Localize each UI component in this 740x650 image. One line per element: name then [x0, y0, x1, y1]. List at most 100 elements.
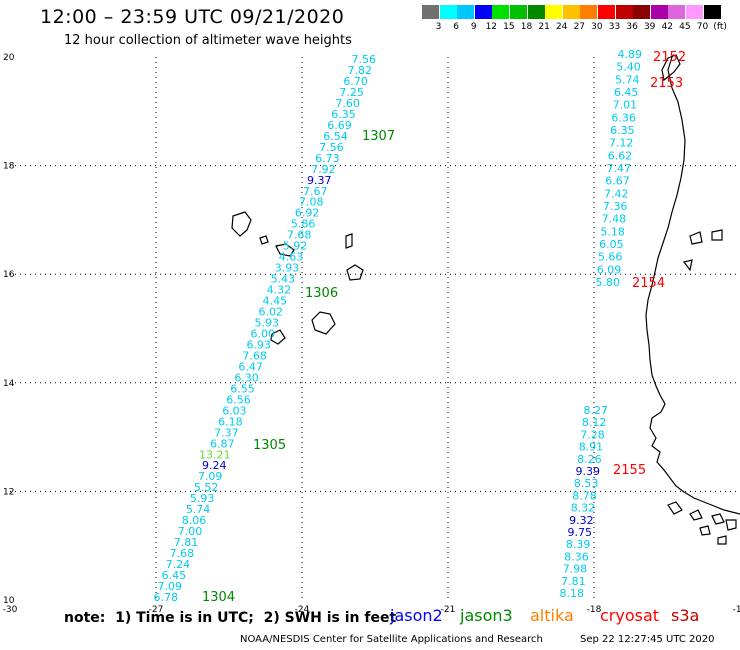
legend-swatch — [562, 5, 580, 19]
legend-label: 30 — [591, 22, 603, 32]
wave-height-value: 7.09 — [198, 470, 223, 483]
legend-label: 42 — [661, 22, 674, 32]
legend-swatch — [668, 5, 686, 19]
wave-height-value: 9.37 — [307, 174, 332, 187]
wave-height-value: 8.91 — [579, 441, 604, 454]
wave-height-value: 5.80 — [596, 276, 621, 289]
legend-swatch — [580, 5, 598, 19]
wave-height-value: 7.36 — [603, 200, 628, 213]
legend-label: 24 — [555, 22, 568, 32]
legend-swatch — [703, 5, 721, 19]
credit-line: NOAA/NESDIS Center for Satellite Applica… — [240, 634, 543, 645]
x-tick-label: -18 — [587, 605, 602, 615]
wave-height-value: 9.32 — [569, 514, 594, 527]
wave-height-value: 8.53 — [574, 477, 599, 490]
legend-label: 33 — [608, 22, 621, 32]
map-grid — [10, 57, 740, 600]
legend-label: 6 — [453, 22, 459, 32]
wave-height-value: 6.56 — [226, 393, 251, 406]
wave-height-value: 8.78 — [572, 489, 597, 502]
wave-height-value: 5.43 — [271, 273, 296, 286]
wave-height-value: 6.35 — [610, 124, 635, 137]
wave-height-value: 7.47 — [607, 162, 632, 175]
cape-verde-island — [345, 233, 353, 249]
track-id-label: 2152 — [653, 50, 686, 65]
y-tick-label: 18 — [3, 162, 15, 172]
legend-label: 15 — [503, 22, 515, 32]
wave-height-value: 7.56 — [319, 141, 344, 154]
coast-detail — [682, 229, 723, 272]
wave-height-value: 9.24 — [202, 459, 227, 472]
wave-height-value: 6.69 — [327, 119, 352, 132]
west-track-values: 7.567.826.707.257.606.356.696.547.566.73… — [154, 53, 377, 604]
legend-swatch — [492, 5, 510, 19]
legend-swatch — [422, 5, 439, 19]
wave-height-value: 6.87 — [210, 437, 235, 450]
sat-altika-label: altika — [530, 606, 574, 625]
wave-height-value: 6.62 — [608, 149, 633, 162]
wave-height-value: 6.55 — [230, 382, 255, 395]
wave-height-value: 6.92 — [295, 207, 320, 220]
wave-height-value: 6.93 — [246, 338, 271, 351]
wave-height-value: 4.63 — [279, 251, 304, 264]
wave-height-value: 5.86 — [291, 218, 316, 231]
y-tick-label: 16 — [3, 270, 15, 280]
wave-height-value: 7.81 — [561, 575, 586, 588]
cape-verde-island — [231, 211, 252, 237]
wave-height-value: 7.68 — [170, 547, 195, 560]
y-tick-label: 10 — [3, 596, 15, 606]
wave-height-value: 6.05 — [599, 238, 624, 251]
wave-height-value: 8.06 — [182, 514, 207, 527]
east-track-north-values: 4.895.405.746.457.016.366.357.126.627.47… — [596, 48, 643, 289]
wave-height-value: 7.81 — [174, 536, 199, 549]
y-tick-label: 20 — [3, 53, 15, 63]
track-id-label: 1307 — [362, 129, 395, 144]
wave-height-value: 7.56 — [352, 53, 377, 66]
wave-height-value: 6.45 — [162, 569, 187, 582]
y-tick-label: 14 — [3, 379, 15, 389]
cape-verde-island — [311, 311, 336, 335]
wave-height-value: 4.89 — [618, 48, 643, 61]
wave-height-value: 6.73 — [315, 152, 340, 165]
wave-height-value: 7.24 — [166, 558, 191, 571]
legend-label: 9 — [470, 22, 477, 32]
legend-label: (ft) — [713, 22, 727, 32]
legend-swatch — [439, 5, 457, 19]
wave-height-value: 5.74 — [615, 73, 640, 86]
wave-height-value: 7.82 — [347, 64, 372, 77]
legend-swatch — [457, 5, 475, 19]
wave-height-value: 9.39 — [576, 465, 601, 478]
legend-label: 3 — [435, 22, 442, 32]
x-tick-label: -21 — [441, 605, 456, 615]
track-id-label: 2154 — [632, 276, 665, 291]
legend-label: 27 — [573, 22, 586, 32]
wave-height-value: 6.30 — [234, 371, 259, 384]
wave-height-value: 6.02 — [259, 306, 284, 319]
island — [661, 54, 681, 82]
wave-height-value: 6.67 — [605, 175, 630, 188]
track-id-label: 2153 — [650, 76, 683, 91]
wave-height-value: 6.00 — [250, 327, 275, 340]
sat-jason2-label: jason2 — [390, 606, 443, 625]
wave-height-value: 6.03 — [222, 404, 247, 417]
cape-verde-island — [275, 243, 295, 257]
legend-swatch — [686, 5, 703, 19]
wave-height-value: 6.35 — [331, 108, 356, 121]
wave-height-value: 7.25 — [339, 86, 364, 99]
wave-height-value: 6.47 — [238, 360, 263, 373]
wave-height-value: 8.32 — [571, 502, 596, 515]
wave-height-value: 6.18 — [218, 415, 243, 428]
wave-height-value: 6.54 — [323, 130, 348, 143]
wave-height-value: 7.00 — [178, 525, 203, 538]
track-id-label: 1304 — [202, 590, 235, 605]
wave-height-value: 8.27 — [584, 404, 609, 417]
coastline — [231, 54, 740, 545]
wave-height-value: 7.68 — [242, 349, 267, 362]
wave-height-value: 8.26 — [577, 453, 602, 466]
wave-height-value: 7.37 — [214, 426, 239, 439]
legend-label: 45 — [679, 22, 691, 32]
wave-height-value: 13.21 — [199, 448, 231, 461]
footer-note: note: 1) Time is in UTC; 2) SWH is in fe… — [64, 610, 397, 626]
legend-swatch — [510, 5, 527, 19]
